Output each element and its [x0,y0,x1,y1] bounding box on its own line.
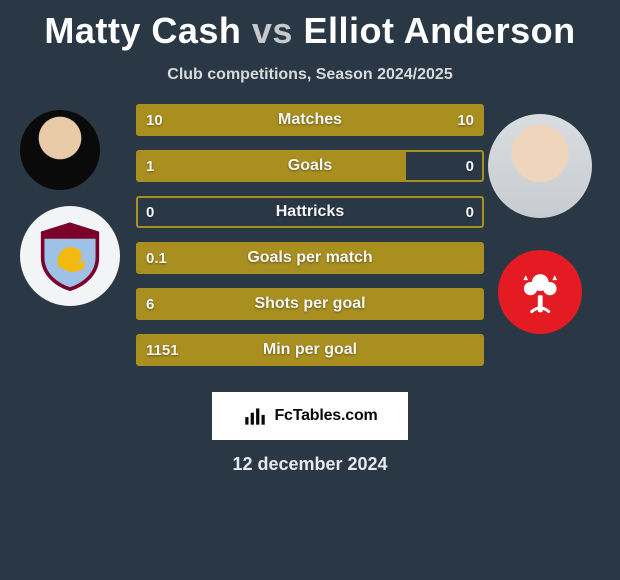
stat-row: Shots per goal6 [136,288,484,320]
player2-face-icon [488,114,592,218]
stat-bar-fill-left [138,336,482,364]
stat-bar-track [136,196,484,228]
stat-bar-fill-right [310,106,482,134]
comparison-subtitle: Club competitions, Season 2024/2025 [0,66,620,84]
player1-club-badge [20,206,120,306]
stat-bars: Matches1010 Goals10 Hattricks00 Goals per m… [136,104,484,380]
vs-separator: vs [252,10,293,51]
stat-row: Hattricks00 [136,196,484,228]
brand-text: FcTables.com [274,407,377,425]
stat-bar-fill-left [138,290,482,318]
stat-row: Matches1010 [136,104,484,136]
player2-name: Elliot Anderson [303,10,575,51]
chart-bars-icon [242,403,268,429]
stat-bar-track [136,150,484,182]
player1-name: Matty Cash [44,10,241,51]
stat-bar-fill-left [138,152,406,180]
player1-avatar [20,110,100,190]
stat-bar-fill-left [138,244,482,272]
player2-club-badge [498,250,582,334]
stat-bar-track [136,104,484,136]
comparison-title: Matty Cash vs Elliot Anderson [0,0,620,52]
stat-bar-track [136,288,484,320]
brand-badge: FcTables.com [212,392,408,440]
stat-bar-fill-left [138,106,310,134]
comparison-arena: Matches1010Goals10Hattricks00Goals per m… [0,110,620,410]
stat-row: Goals per match0.1 [136,242,484,274]
nottingham-forest-crest-icon [510,262,570,322]
stat-bar-gap [406,152,482,180]
player2-avatar [488,114,592,218]
stat-bar-track [136,242,484,274]
player1-face-icon [20,110,100,190]
stat-row: Goals10 [136,150,484,182]
stat-bar-gap [138,198,482,226]
stat-bar-track [136,334,484,366]
stat-row: Min per goal1151 [136,334,484,366]
aston-villa-crest-icon [34,220,106,292]
footer-date: 12 december 2024 [0,454,620,475]
